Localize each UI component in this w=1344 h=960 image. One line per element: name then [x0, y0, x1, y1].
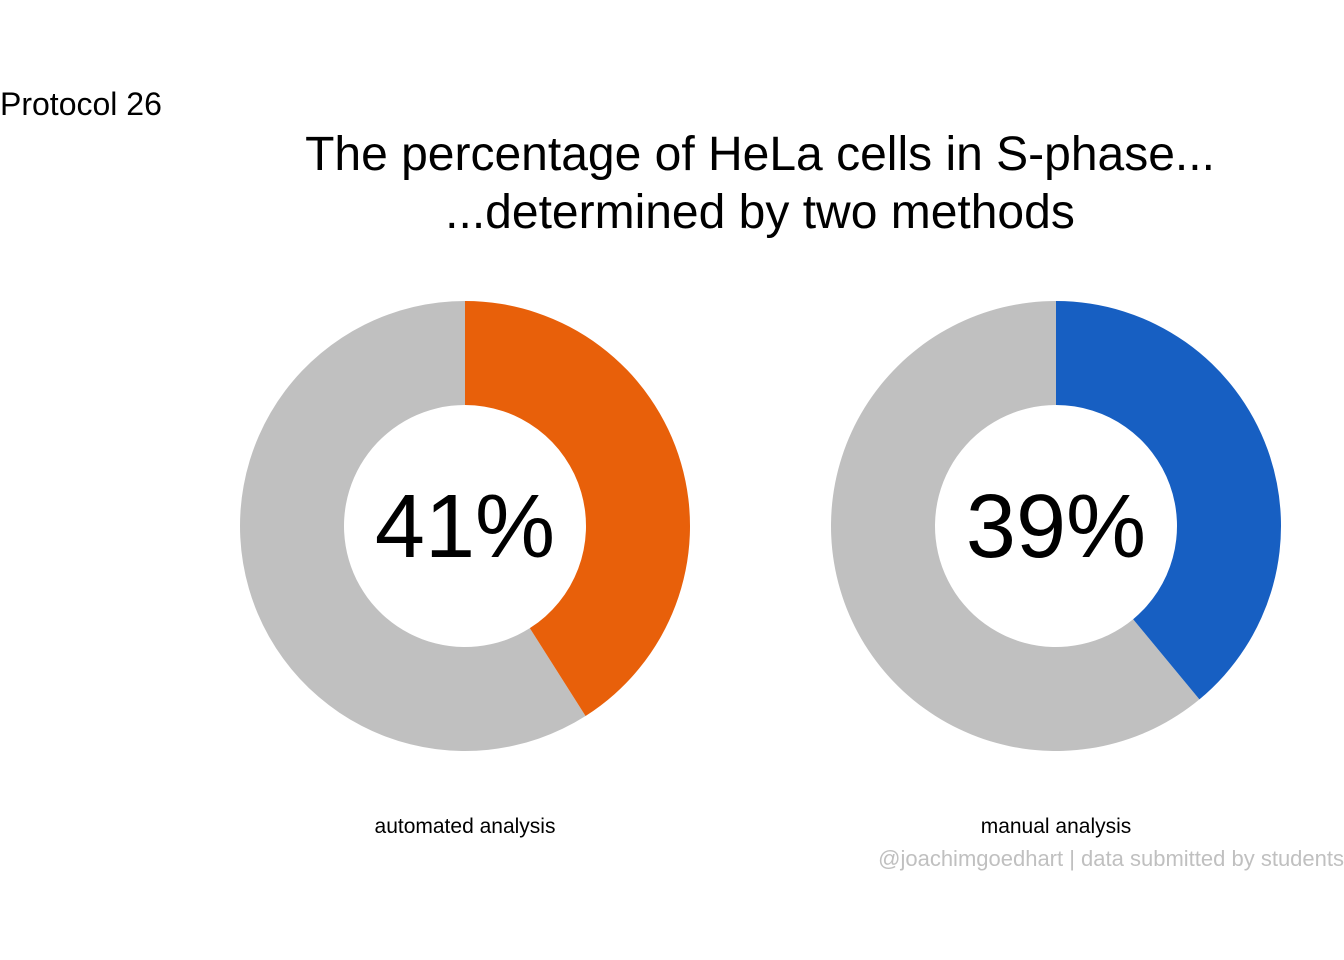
chart-title-line-1: The percentage of HeLa cells in S-phase.…	[305, 128, 1215, 181]
donut-remainder-automated-analysis	[239, 301, 586, 751]
protocol-tag: Protocol 26	[0, 86, 162, 122]
credit-text: @joachimgoedhart | data submitted by stu…	[878, 846, 1344, 871]
percent-label-automated: 41%	[374, 477, 556, 577]
chart-title-line-2: ...determined by two methods	[445, 186, 1075, 239]
donut-segment-automated-analysis	[465, 301, 690, 716]
percent-label-manual: 39%	[965, 477, 1147, 577]
category-label-automated: automated analysis	[374, 815, 556, 838]
category-label-manual: manual analysis	[980, 815, 1132, 838]
donut-segment-manual-analysis	[1056, 301, 1282, 700]
donut-remainder-manual-analysis	[831, 301, 1200, 751]
